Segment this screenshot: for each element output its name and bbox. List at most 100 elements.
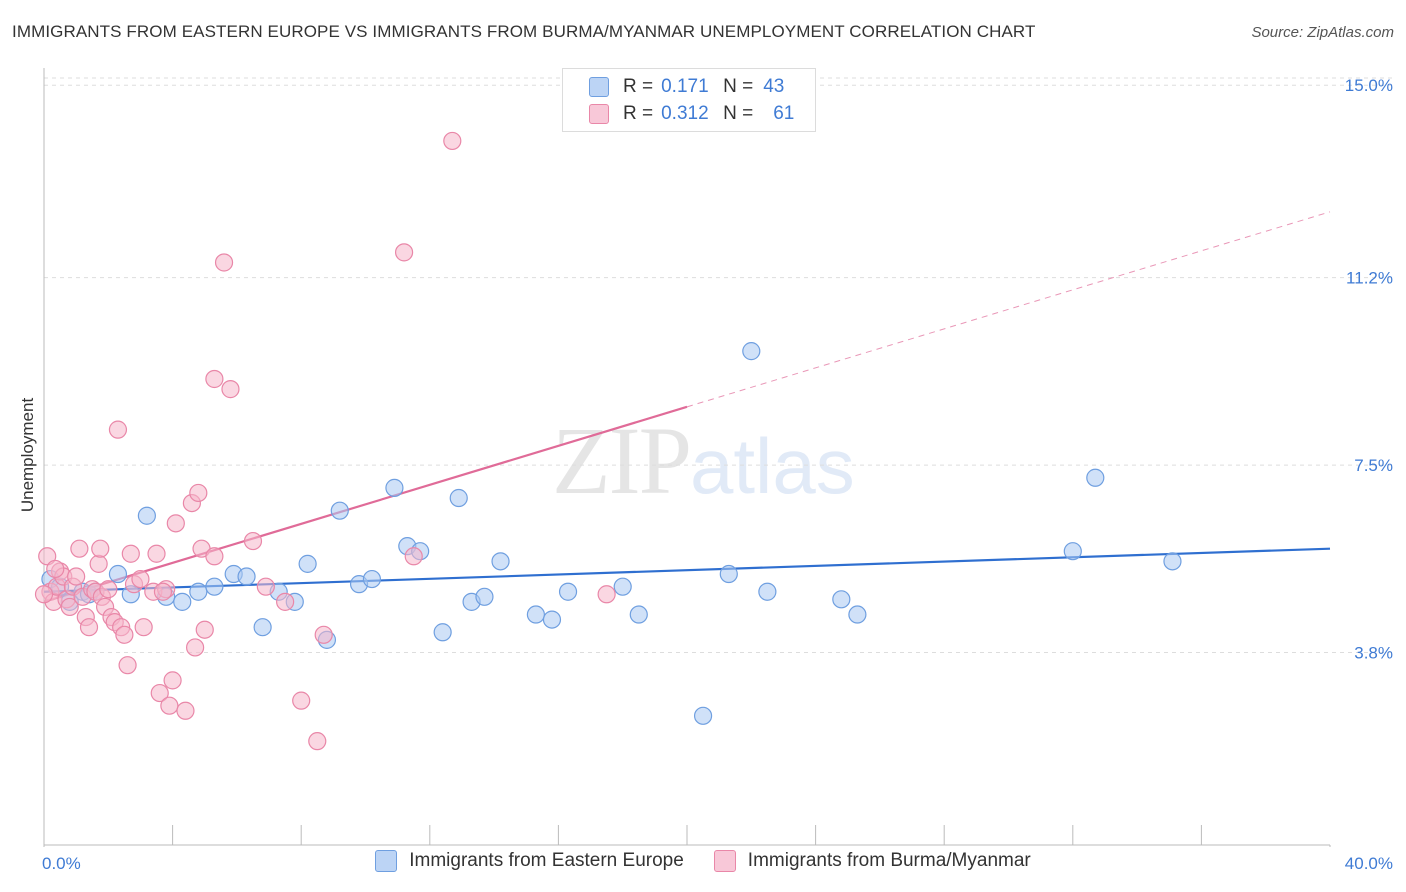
point-burma: [153, 582, 173, 601]
point-burma: [314, 625, 333, 644]
point-eastern-europe: [542, 610, 562, 629]
series-label: Immigrants from Eastern Europe: [409, 850, 684, 871]
point-burma: [256, 577, 275, 596]
point-burma: [394, 243, 414, 262]
point-eastern-europe: [613, 577, 632, 596]
point-burma: [60, 597, 79, 617]
point-eastern-europe: [848, 605, 867, 624]
legend-swatch-blue: [589, 77, 609, 97]
point-burma: [79, 618, 99, 637]
watermark-zip: ZIP: [552, 407, 692, 514]
point-eastern-europe: [558, 582, 578, 601]
point-burma: [108, 420, 128, 439]
trend-line-burma-extrapolated: [686, 211, 1331, 408]
point-eastern-europe: [362, 569, 382, 589]
watermark-atlas: atlas: [690, 422, 855, 510]
point-eastern-europe: [1063, 542, 1082, 561]
data-points: [34, 131, 1182, 751]
point-burma: [99, 580, 118, 599]
trend-line-burma: [43, 405, 688, 603]
point-burma: [597, 585, 616, 604]
point-eastern-europe: [385, 478, 404, 497]
point-burma: [89, 554, 108, 573]
legend-n-label: N =: [723, 76, 754, 97]
point-burma: [150, 683, 169, 703]
point-eastern-europe: [237, 567, 256, 586]
point-burma: [160, 696, 179, 715]
point-eastern-europe: [629, 605, 648, 624]
series-legend-eastern-europe: Immigrants from Eastern Europe: [375, 850, 684, 872]
point-eastern-europe: [449, 488, 468, 508]
point-burma: [214, 253, 234, 272]
legend-n-value: 61: [773, 103, 795, 124]
point-eastern-europe: [719, 564, 738, 584]
correlation-legend: R = 0.171 N = 43 R = 0.312 N = 61: [562, 68, 816, 132]
legend-row-eastern-europe: R = 0.171 N = 43: [589, 73, 784, 101]
point-burma: [147, 544, 166, 563]
point-burma: [243, 531, 263, 551]
series-label: Immigrants from Burma/Myanmar: [747, 850, 1031, 871]
point-burma: [186, 638, 205, 657]
legend-row-burma: R = 0.312 N = 61: [589, 100, 794, 128]
legend-r-label: R =: [623, 76, 654, 97]
x-tick-label: 0.0%: [42, 854, 81, 873]
series-swatch-pink: [713, 850, 736, 872]
y-tick-label: 3.8%: [1354, 644, 1393, 663]
point-eastern-europe: [433, 623, 452, 642]
point-eastern-europe: [832, 590, 851, 609]
point-burma: [121, 544, 140, 563]
legend-swatch-pink: [589, 104, 609, 124]
point-burma: [46, 559, 65, 579]
point-eastern-europe: [1086, 468, 1105, 487]
point-eastern-europe: [693, 706, 713, 725]
point-burma: [134, 618, 153, 637]
point-eastern-europe: [205, 577, 224, 596]
legend-n-value: 43: [763, 76, 785, 97]
point-eastern-europe: [526, 605, 545, 624]
y-tick-label: 11.2%: [1346, 269, 1393, 288]
point-eastern-europe: [491, 552, 510, 571]
point-burma: [118, 656, 137, 675]
y-axis-label: Unemployment: [18, 397, 37, 513]
point-burma: [91, 539, 110, 558]
point-burma: [67, 567, 86, 586]
series-legend: Immigrants from Eastern Europe Immigrant…: [0, 850, 1406, 872]
point-burma: [292, 691, 311, 710]
legend-r-value: 0.171: [661, 76, 709, 97]
point-burma: [115, 625, 134, 644]
point-eastern-europe: [1163, 552, 1182, 571]
point-eastern-europe: [189, 582, 208, 601]
watermark: ZIPatlas: [552, 405, 855, 516]
point-eastern-europe: [742, 342, 761, 361]
point-burma: [176, 701, 195, 720]
point-burma: [221, 380, 240, 399]
point-burma: [308, 732, 327, 751]
point-burma: [404, 547, 423, 566]
point-burma: [70, 539, 89, 558]
point-burma: [189, 483, 208, 503]
source-credit: Source: ZipAtlas.com: [1251, 24, 1394, 41]
legend-n-label: N =: [723, 103, 754, 124]
legend-r-value: 0.312: [661, 103, 709, 124]
grid-lines: [44, 77, 1395, 654]
point-burma: [195, 620, 214, 639]
legend-r-label: R =: [623, 103, 654, 124]
point-burma: [205, 369, 224, 389]
point-burma: [34, 585, 54, 604]
point-eastern-europe: [298, 554, 317, 573]
point-eastern-europe: [330, 501, 349, 520]
point-eastern-europe: [475, 587, 494, 606]
series-legend-burma: Immigrants from Burma/Myanmar: [713, 850, 1031, 872]
point-burma: [443, 131, 462, 151]
point-burma: [166, 514, 185, 533]
point-eastern-europe: [758, 582, 777, 601]
point-eastern-europe: [108, 564, 128, 584]
y-tick-label: 15.0%: [1345, 76, 1393, 95]
point-burma: [163, 671, 182, 690]
point-eastern-europe: [137, 506, 156, 525]
chart-title: IMMIGRANTS FROM EASTERN EUROPE VS IMMIGR…: [12, 22, 1036, 41]
point-eastern-europe: [173, 592, 192, 611]
point-eastern-europe: [253, 618, 272, 637]
y-tick-label: 7.5%: [1354, 456, 1393, 475]
